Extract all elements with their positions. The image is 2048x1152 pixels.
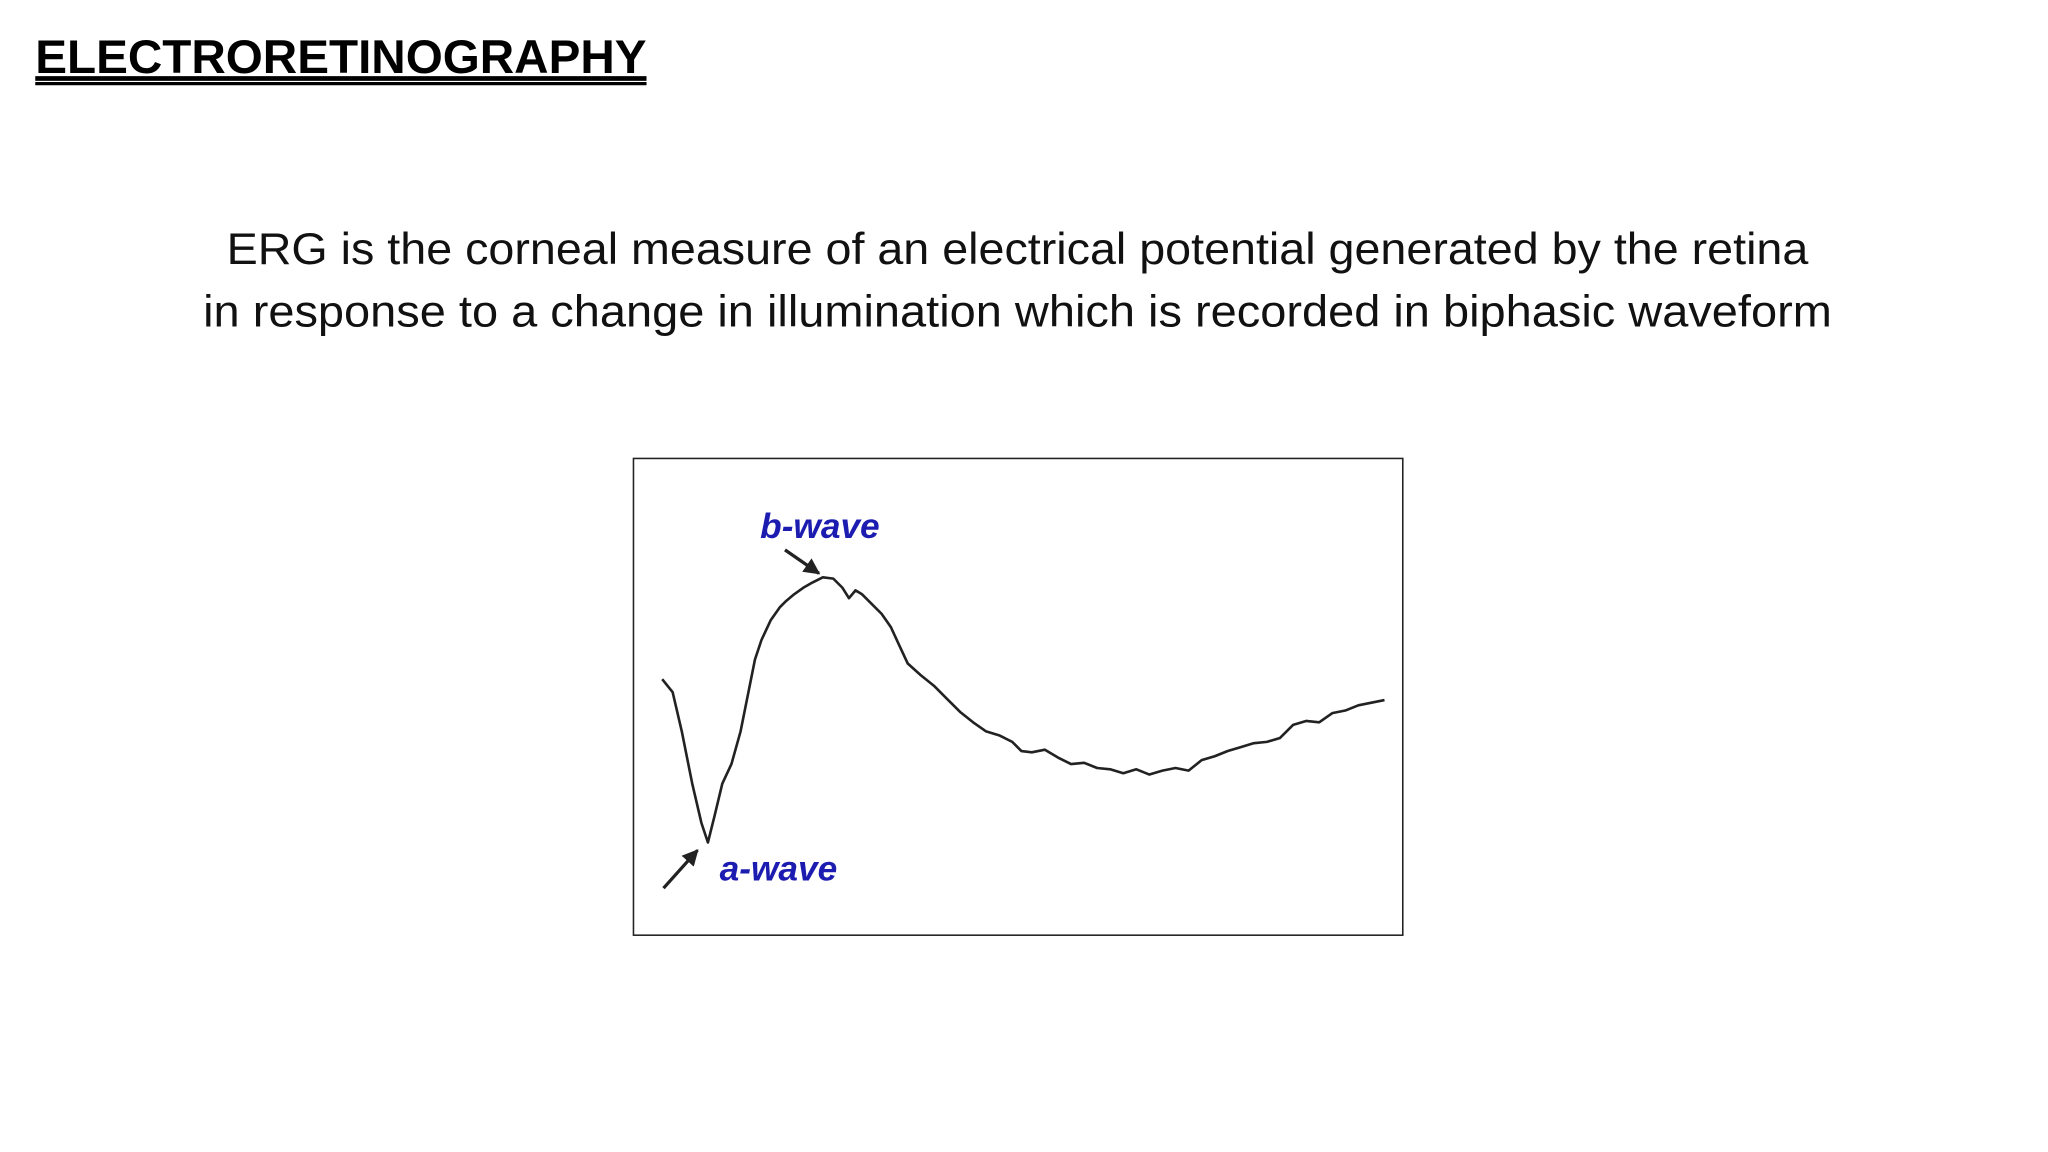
arrow — [662, 849, 699, 890]
body-line: in response to a change in illumination … — [203, 288, 1832, 337]
slide-title: ELECTRORETINOGRAPHY — [35, 30, 646, 83]
a-wave-label: a-wave — [720, 849, 838, 888]
body-line: ERG is the corneal measure of an electri… — [227, 225, 1809, 274]
figure-frame — [632, 457, 1404, 936]
erg-waveform — [661, 575, 1385, 844]
b-wave-label: b-wave — [760, 507, 880, 546]
arrow — [784, 548, 821, 575]
